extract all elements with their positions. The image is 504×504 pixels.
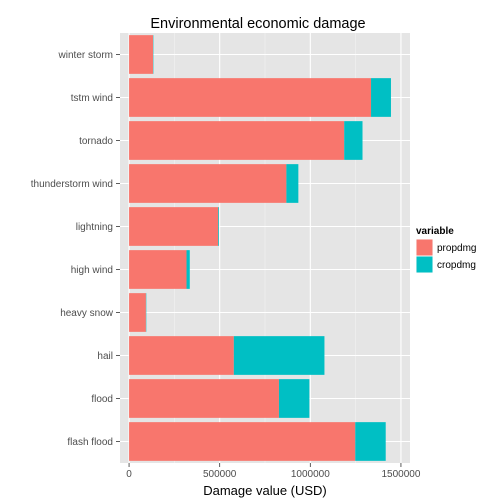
bar-propdmg <box>129 35 153 74</box>
legend-swatch-cropdmg <box>416 256 433 273</box>
bar-propdmg <box>129 336 234 375</box>
x-tick-label: 1500000 <box>381 469 420 480</box>
bars <box>129 35 391 461</box>
legend-swatch-propdmg <box>416 239 433 256</box>
bar-propdmg <box>129 293 146 332</box>
y-tick-label: heavy snow <box>60 308 114 319</box>
bar-propdmg <box>129 207 219 246</box>
y-axis: winter storm tstm wind tornado thunderstorm… <box>31 50 120 448</box>
bar-propdmg <box>129 78 372 117</box>
y-tick-label: tstm wind <box>71 93 113 104</box>
y-tick-label: flood <box>91 394 113 405</box>
y-tick-label: flash flood <box>67 437 113 448</box>
chart-title: Environmental economic damage <box>150 16 365 32</box>
bar-cropdmg <box>286 164 299 203</box>
x-axis-title: Damage value (USD) <box>203 483 327 498</box>
bar-cropdmg <box>278 379 310 418</box>
bar-cropdmg <box>371 78 391 117</box>
bar-cropdmg <box>355 422 386 461</box>
x-tick-label: 500000 <box>203 469 237 480</box>
y-tick-label: hail <box>97 351 113 362</box>
x-tick-label: 1000000 <box>291 469 330 480</box>
bar-propdmg <box>129 379 279 418</box>
bar-propdmg <box>129 164 287 203</box>
legend: variable propdmg cropdmg <box>415 226 476 274</box>
bar-cropdmg <box>186 250 190 289</box>
bar-cropdmg <box>233 336 325 375</box>
y-tick-label: lightning <box>76 222 113 233</box>
bar-propdmg <box>129 250 187 289</box>
x-tick-label: 0 <box>126 469 132 480</box>
y-tick-label: thunderstorm wind <box>31 179 113 190</box>
legend-label-cropdmg: cropdmg <box>437 260 476 271</box>
bar-cropdmg <box>218 207 219 246</box>
x-axis: 0 500000 1000000 1500000 <box>126 463 421 480</box>
legend-title: variable <box>416 226 454 237</box>
y-tick-label: tornado <box>79 136 113 147</box>
y-tick-label: winter storm <box>58 50 113 61</box>
bar-propdmg <box>129 121 345 160</box>
legend-label-propdmg: propdmg <box>437 243 476 254</box>
y-tick-label: high wind <box>71 265 113 276</box>
bar-propdmg <box>129 422 356 461</box>
bar-cropdmg <box>344 121 363 160</box>
